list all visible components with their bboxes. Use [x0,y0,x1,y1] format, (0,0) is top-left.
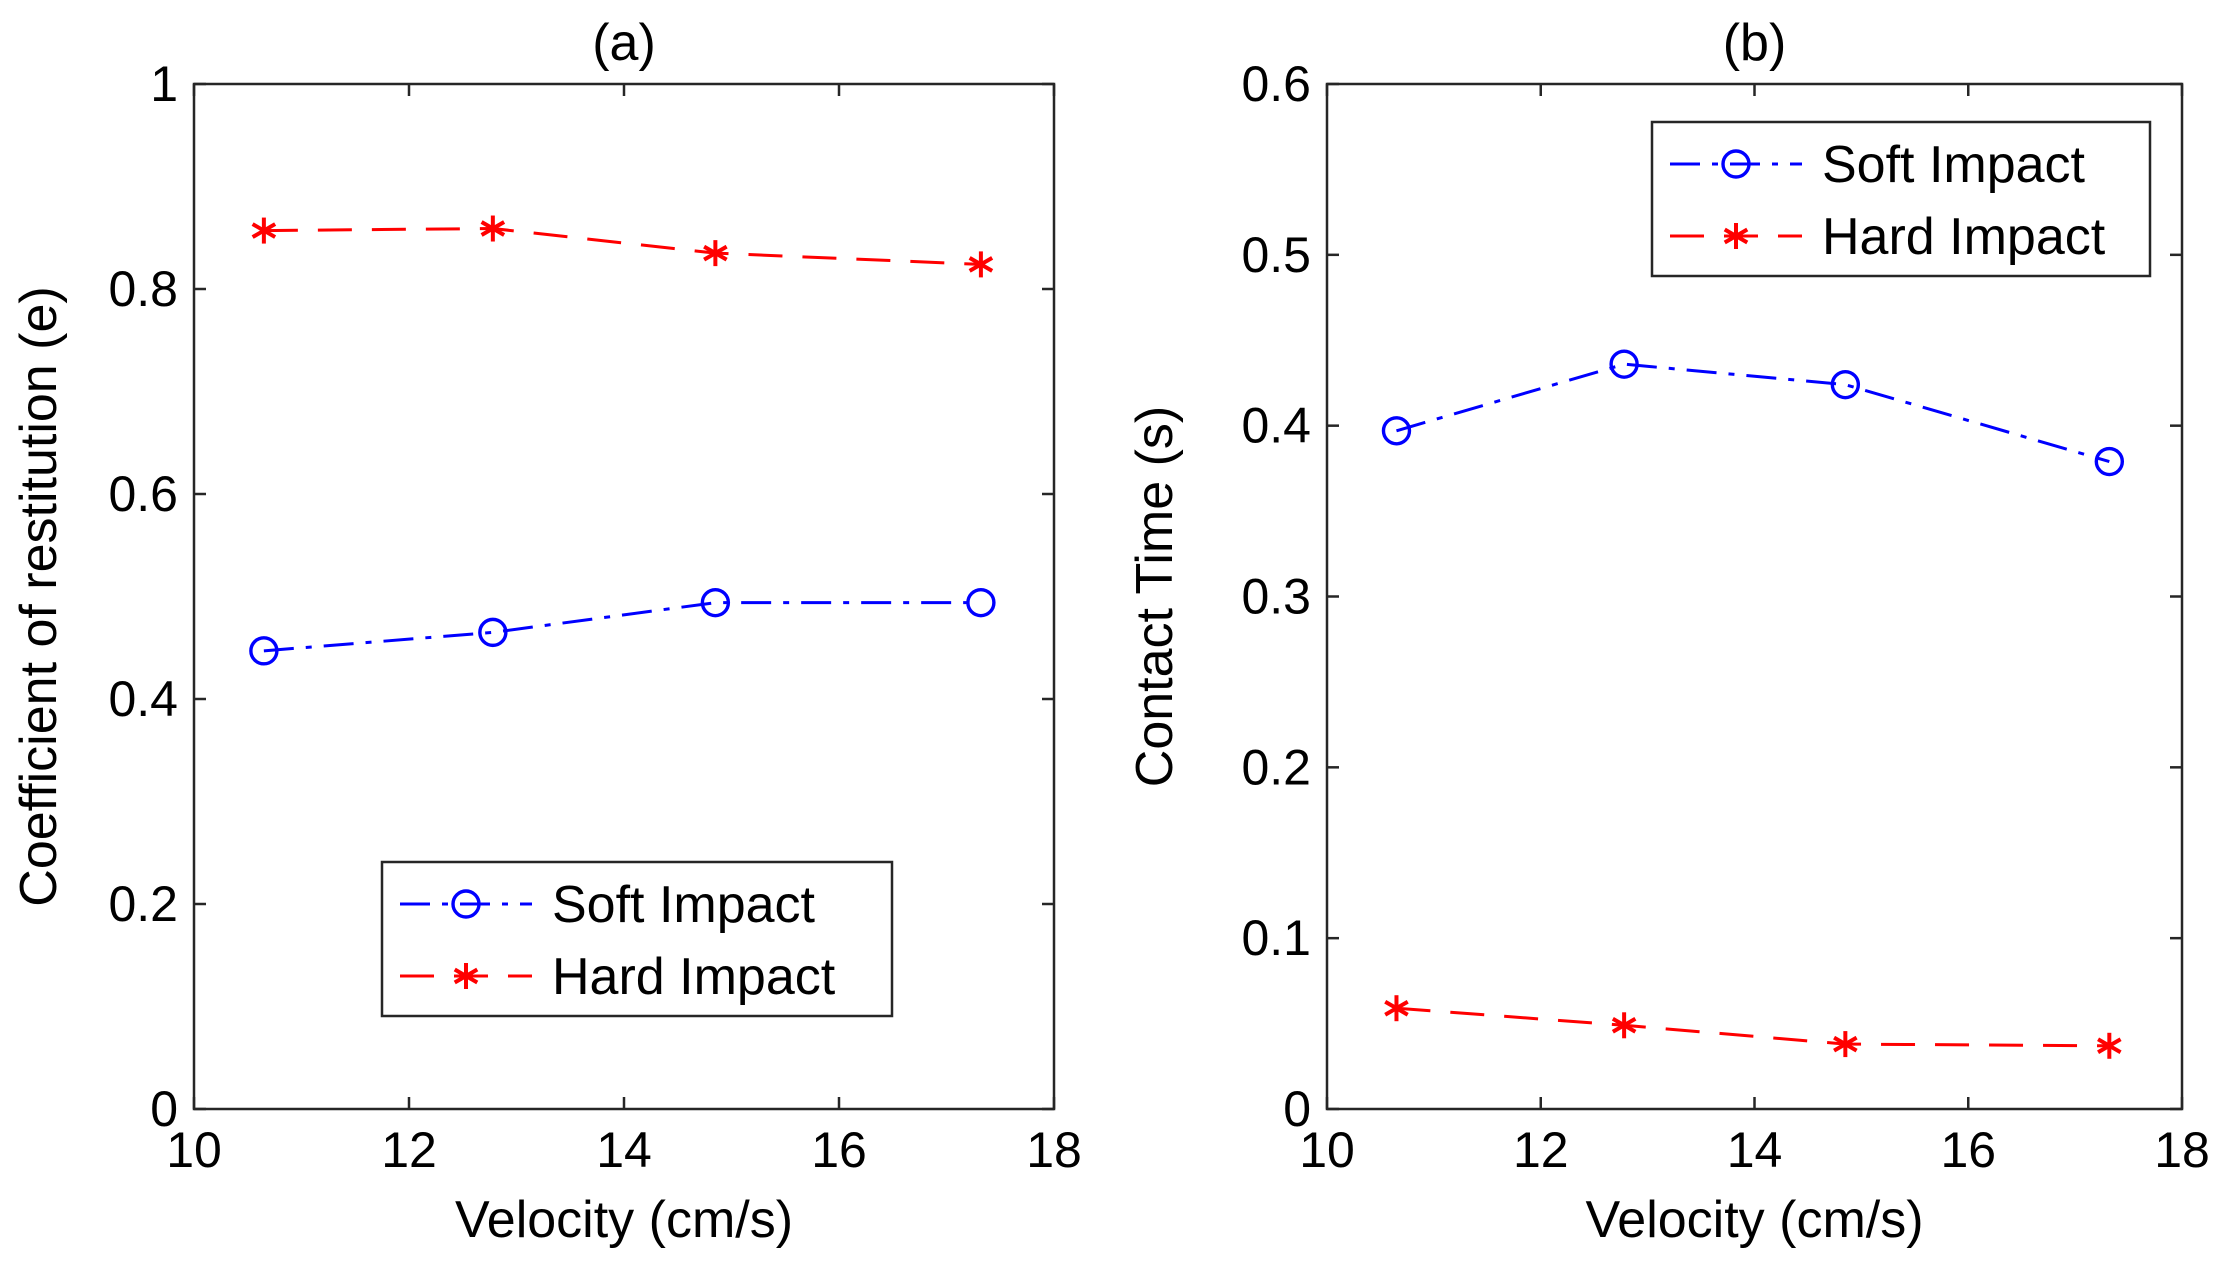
y-tick-label: 0.2 [1241,739,1311,795]
data-point [1833,1031,1858,1058]
y-tick-label: 0.6 [108,466,178,522]
legend-marker [451,889,481,919]
data-point [1381,416,1412,446]
data-point [478,617,508,648]
data-point [966,587,996,618]
legend: Soft Impact Hard Impact [1650,120,2152,278]
y-tick-label: 0.6 [1241,56,1311,112]
legend-item: Hard Impact [1670,208,2106,266]
series-hard-impact [1384,995,2122,1059]
legend-box [1650,120,2152,278]
y-tick-label: 0.2 [108,876,178,932]
series-hard-impact [251,215,994,278]
y-tick-label: 0.8 [108,261,178,317]
chart-panel-b: 10 12 14 16 18 0 0.1 0.2 0.3 0.4 0.5 0.6 (b) Velocity… [1126,14,2210,1249]
x-tick-label: 18 [2154,1122,2210,1178]
x-tick-label: 14 [596,1122,652,1178]
data-point [968,251,994,278]
y-axis-label: Coefficient of restitution (e) [10,286,68,906]
x-tick-label: 12 [1513,1122,1569,1178]
legend-label: Soft Impact [552,876,816,934]
data-point [1609,349,1639,379]
legend-label: Hard Impact [1822,208,2106,266]
x-axis-label: Velocity (cm/s) [1585,1191,1923,1249]
y-tick-label: 0.4 [1241,398,1311,454]
x-tick-label: 16 [1940,1122,1996,1178]
chart-panel-a: 10 12 14 16 18 0 0.2 0.4 0.6 0.8 1 (a) Velocity (cm/… [10,14,1082,1249]
x-tick-label: 10 [1299,1122,1355,1178]
series-line [1396,1006,2110,1048]
x-tick-label: 12 [381,1122,437,1178]
legend-label: Hard Impact [552,948,836,1006]
data-point [480,215,506,242]
x-tick-label: 16 [811,1122,867,1178]
data-point [1830,369,1861,400]
series-line [263,601,981,653]
y-tick-label: 0.1 [1241,910,1311,966]
legend-label: Soft Impact [1822,136,2086,194]
y-tick-label: 0 [150,1081,178,1137]
y-tick-label: 0.4 [108,671,178,727]
x-tick-label: 18 [1026,1122,1082,1178]
data-point [703,240,728,267]
legend-box [380,860,894,1018]
series-line [263,227,981,266]
data-point [1384,995,1409,1022]
data-point [2097,1032,2122,1059]
legend-item: Hard Impact [400,948,836,1006]
legend-marker [1721,149,1751,179]
data-point [251,217,277,244]
panel-title: (a) [592,14,656,72]
data-point [700,587,731,618]
y-tick-label: 0 [1283,1081,1311,1137]
y-tick-label: 0.5 [1241,227,1311,283]
series-soft-impact [249,587,996,666]
x-tick-label: 10 [166,1122,222,1178]
data-point [1611,1012,1637,1039]
legend-marker [1723,223,1749,249]
data-point [249,636,279,666]
y-axis-label: Contact Time (s) [1126,406,1184,787]
legend-item: Soft Impact [1670,136,2086,194]
data-point [2094,446,2125,477]
legend-marker [453,963,479,989]
legend: Soft Impact Hard Impact [380,860,894,1018]
panel-title: (b) [1723,14,1787,72]
legend-item: Soft Impact [400,876,816,934]
x-axis-label: Velocity (cm/s) [455,1191,793,1249]
x-tick-label: 14 [1727,1122,1783,1178]
y-tick-label: 0.3 [1241,569,1311,625]
series-soft-impact [1381,349,2125,477]
y-tick-label: 1 [150,56,178,112]
